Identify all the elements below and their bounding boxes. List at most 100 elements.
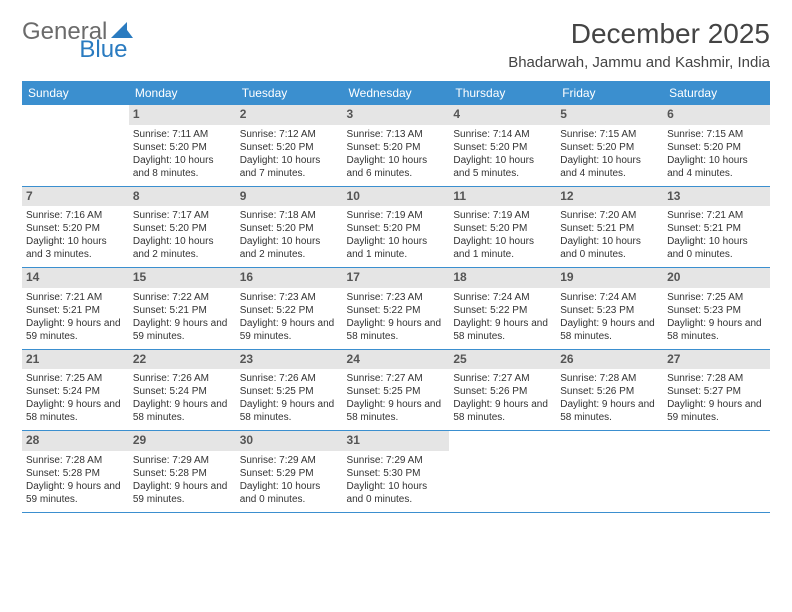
calendar-day-cell: 25Sunrise: 7:27 AMSunset: 5:26 PMDayligh… <box>449 349 556 431</box>
sunrise-text: Sunrise: 7:18 AM <box>240 209 339 222</box>
calendar-day-cell: 11Sunrise: 7:19 AMSunset: 5:20 PMDayligh… <box>449 186 556 268</box>
daylight-text: Daylight: 10 hours and 4 minutes. <box>667 154 766 180</box>
sunset-text: Sunset: 5:30 PM <box>347 467 446 480</box>
sunset-text: Sunset: 5:24 PM <box>26 385 125 398</box>
calendar-day-cell: 20Sunrise: 7:25 AMSunset: 5:23 PMDayligh… <box>663 268 770 350</box>
day-number: 28 <box>22 431 129 451</box>
daylight-text: Daylight: 10 hours and 8 minutes. <box>133 154 232 180</box>
calendar-day-cell: 7 Sunrise: 7:16 AMSunset: 5:20 PMDaylight… <box>22 186 129 268</box>
daylight-text: Daylight: 9 hours and 59 minutes. <box>26 480 125 506</box>
calendar-day-cell: 23Sunrise: 7:26 AMSunset: 5:25 PMDayligh… <box>236 349 343 431</box>
calendar-day-cell: 13 Sunrise: 7:21 AMSunset: 5:21 PMDayligh… <box>663 186 770 268</box>
day-number: 13 <box>663 187 770 207</box>
daylight-text: Daylight: 9 hours and 58 minutes. <box>667 317 766 343</box>
daylight-text: Daylight: 9 hours and 58 minutes. <box>560 398 659 424</box>
sunrise-text: Sunrise: 7:26 AM <box>133 372 232 385</box>
sunset-text: Sunset: 5:20 PM <box>667 141 766 154</box>
calendar-day-cell: 9Sunrise: 7:18 AMSunset: 5:20 PMDaylight… <box>236 186 343 268</box>
title-block: December 2025 Bhadarwah, Jammu and Kashm… <box>508 18 770 71</box>
weekday-header: Tuesday <box>236 81 343 105</box>
calendar-day-cell: . <box>449 431 556 513</box>
sunset-text: Sunset: 5:20 PM <box>133 141 232 154</box>
calendar-week-row: 21Sunrise: 7:25 AMSunset: 5:24 PMDayligh… <box>22 349 770 431</box>
daylight-text: Daylight: 9 hours and 58 minutes. <box>347 398 446 424</box>
sunrise-text: Sunrise: 7:21 AM <box>26 291 125 304</box>
sunset-text: Sunset: 5:21 PM <box>133 304 232 317</box>
sunset-text: Sunset: 5:28 PM <box>26 467 125 480</box>
daylight-text: Daylight: 9 hours and 58 minutes. <box>26 398 125 424</box>
day-number: 15 <box>129 268 236 288</box>
day-number: 26 <box>556 350 663 370</box>
day-number: 20 <box>663 268 770 288</box>
logo-text-blue: Blue <box>79 36 127 64</box>
calendar-day-cell: 18Sunrise: 7:24 AMSunset: 5:22 PMDayligh… <box>449 268 556 350</box>
sunset-text: Sunset: 5:26 PM <box>560 385 659 398</box>
sunset-text: Sunset: 5:20 PM <box>133 222 232 235</box>
day-number: 16 <box>236 268 343 288</box>
sunset-text: Sunset: 5:23 PM <box>560 304 659 317</box>
daylight-text: Daylight: 10 hours and 3 minutes. <box>26 235 125 261</box>
calendar-day-cell: 30Sunrise: 7:29 AMSunset: 5:29 PMDayligh… <box>236 431 343 513</box>
calendar-day-cell: 1Sunrise: 7:11 AMSunset: 5:20 PMDaylight… <box>129 105 236 186</box>
day-number: 29 <box>129 431 236 451</box>
sunrise-text: Sunrise: 7:12 AM <box>240 128 339 141</box>
location-text: Bhadarwah, Jammu and Kashmir, India <box>508 54 770 71</box>
daylight-text: Daylight: 10 hours and 1 minute. <box>453 235 552 261</box>
sunset-text: Sunset: 5:27 PM <box>667 385 766 398</box>
sunrise-text: Sunrise: 7:16 AM <box>26 209 125 222</box>
day-number: 8 <box>129 187 236 207</box>
day-number: 12 <box>556 187 663 207</box>
daylight-text: Daylight: 9 hours and 59 minutes. <box>133 317 232 343</box>
calendar-week-row: 7Sunrise: 7:16 AMSunset: 5:20 PMDaylight… <box>22 186 770 268</box>
sunrise-text: Sunrise: 7:28 AM <box>26 454 125 467</box>
sunset-text: Sunset: 5:20 PM <box>26 222 125 235</box>
sunrise-text: Sunrise: 7:14 AM <box>453 128 552 141</box>
sunset-text: Sunset: 5:21 PM <box>26 304 125 317</box>
daylight-text: Daylight: 10 hours and 0 minutes. <box>347 480 446 506</box>
calendar-day-cell: 28 Sunrise: 7:28 AMSunset: 5:28 PMDayligh… <box>22 431 129 513</box>
calendar-day-cell: 10Sunrise: 7:19 AMSunset: 5:20 PMDayligh… <box>343 186 450 268</box>
calendar-day-cell: 26Sunrise: 7:28 AMSunset: 5:26 PMDayligh… <box>556 349 663 431</box>
sunrise-text: Sunrise: 7:20 AM <box>560 209 659 222</box>
calendar-week-row: 28Sunrise: 7:28 AMSunset: 5:28 PMDayligh… <box>22 431 770 513</box>
daylight-text: Daylight: 10 hours and 7 minutes. <box>240 154 339 180</box>
daylight-text: Daylight: 9 hours and 58 minutes. <box>240 398 339 424</box>
day-number: 7 <box>22 187 129 207</box>
sunset-text: Sunset: 5:22 PM <box>453 304 552 317</box>
sunrise-text: Sunrise: 7:21 AM <box>667 209 766 222</box>
sunrise-text: Sunrise: 7:29 AM <box>347 454 446 467</box>
daylight-text: Daylight: 10 hours and 0 minutes. <box>667 235 766 261</box>
calendar-day-cell: 15Sunrise: 7:22 AMSunset: 5:21 PMDayligh… <box>129 268 236 350</box>
calendar-week-row: .1Sunrise: 7:11 AMSunset: 5:20 PMDayligh… <box>22 105 770 186</box>
sunrise-text: Sunrise: 7:23 AM <box>347 291 446 304</box>
day-number: 11 <box>449 187 556 207</box>
daylight-text: Daylight: 10 hours and 2 minutes. <box>133 235 232 261</box>
sunset-text: Sunset: 5:21 PM <box>560 222 659 235</box>
sunset-text: Sunset: 5:23 PM <box>667 304 766 317</box>
sunset-text: Sunset: 5:25 PM <box>347 385 446 398</box>
day-number: 4 <box>449 105 556 125</box>
day-number: 27 <box>663 350 770 370</box>
sunrise-text: Sunrise: 7:25 AM <box>26 372 125 385</box>
daylight-text: Daylight: 9 hours and 58 minutes. <box>133 398 232 424</box>
weekday-header: Friday <box>556 81 663 105</box>
sunrise-text: Sunrise: 7:19 AM <box>453 209 552 222</box>
calendar-day-cell: 16Sunrise: 7:23 AMSunset: 5:22 PMDayligh… <box>236 268 343 350</box>
sunrise-text: Sunrise: 7:19 AM <box>347 209 446 222</box>
weekday-header: Monday <box>129 81 236 105</box>
month-title: December 2025 <box>508 18 770 50</box>
calendar-day-cell: 22Sunrise: 7:26 AMSunset: 5:24 PMDayligh… <box>129 349 236 431</box>
calendar-week-row: 14Sunrise: 7:21 AMSunset: 5:21 PMDayligh… <box>22 268 770 350</box>
calendar-day-cell: 2Sunrise: 7:12 AMSunset: 5:20 PMDaylight… <box>236 105 343 186</box>
header: General Blue December 2025 Bhadarwah, Ja… <box>22 18 770 71</box>
sunrise-text: Sunrise: 7:29 AM <box>133 454 232 467</box>
daylight-text: Daylight: 9 hours and 58 minutes. <box>453 317 552 343</box>
sunrise-text: Sunrise: 7:27 AM <box>453 372 552 385</box>
day-number: 21 <box>22 350 129 370</box>
sunset-text: Sunset: 5:20 PM <box>347 141 446 154</box>
sunset-text: Sunset: 5:22 PM <box>347 304 446 317</box>
daylight-text: Daylight: 10 hours and 4 minutes. <box>560 154 659 180</box>
sunset-text: Sunset: 5:20 PM <box>453 141 552 154</box>
sunset-text: Sunset: 5:21 PM <box>667 222 766 235</box>
sunrise-text: Sunrise: 7:29 AM <box>240 454 339 467</box>
